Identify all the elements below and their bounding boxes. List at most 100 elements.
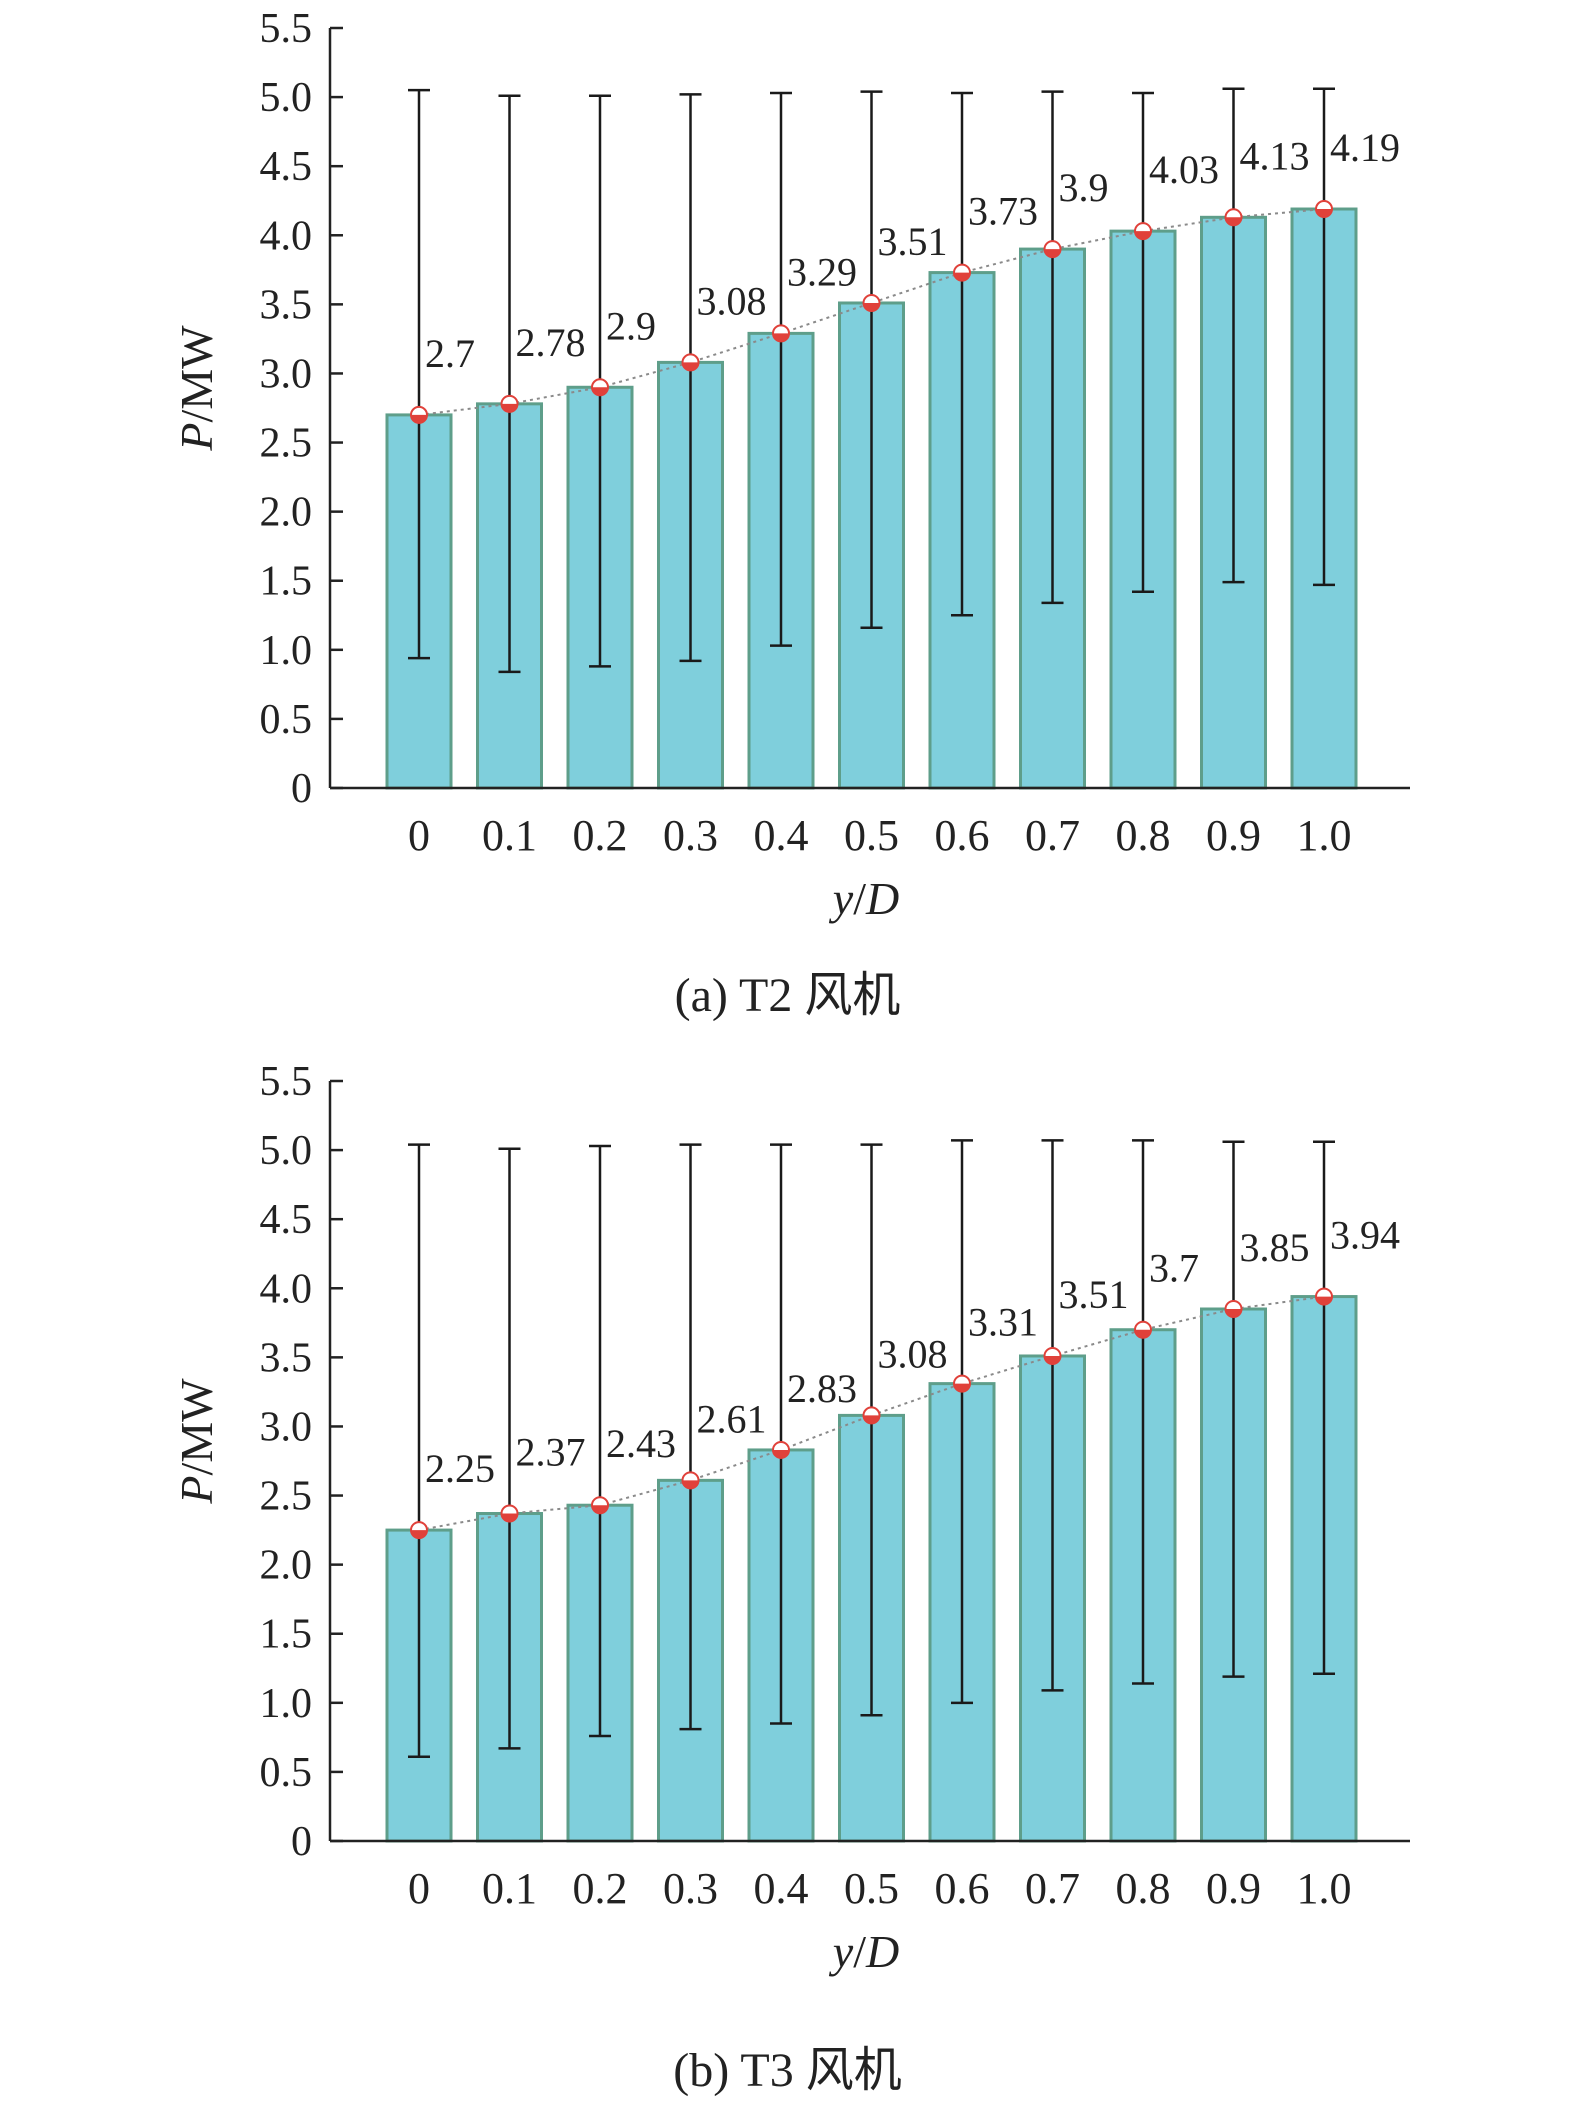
data-label: 3.29 <box>787 249 857 294</box>
y-tick-label: 2.0 <box>260 1543 313 1589</box>
x-axis-label-unit: D <box>865 1926 899 1977</box>
data-marker-fill <box>1135 231 1151 240</box>
y-axis-label-var: P <box>171 1476 222 1505</box>
data-label: 3.08 <box>697 278 767 323</box>
chart-panel-b: 2.25 2.37 2.43 2.61 2.83 3.08 3.31 3.51 3.7 3.85 3… <box>0 1053 1575 2107</box>
y-tick-label: 3.5 <box>260 1335 313 1381</box>
y-tick-label: 4.0 <box>260 1266 313 1312</box>
y-tick-label: 5.0 <box>260 1128 313 1174</box>
data-marker-fill <box>592 387 608 396</box>
y-tick-label: 0.5 <box>260 1750 313 1796</box>
x-tick-label: 0.5 <box>844 1864 899 1913</box>
data-marker-fill <box>592 1505 608 1514</box>
x-axis-label: y/D <box>829 873 899 924</box>
data-label: 3.94 <box>1330 1213 1400 1258</box>
y-tick-label: 1.0 <box>260 1681 313 1727</box>
x-tick-label: 0.3 <box>663 1864 718 1913</box>
data-marker-fill <box>1044 249 1061 258</box>
data-marker-fill <box>954 272 970 281</box>
data-marker-fill <box>1316 1296 1332 1305</box>
x-tick-label: 0.5 <box>844 811 899 860</box>
data-label: 2.37 <box>516 1430 586 1475</box>
data-marker-fill <box>1044 1355 1061 1364</box>
y-tick-label: 4.0 <box>260 213 313 259</box>
y-axis-label-var: P <box>171 423 222 452</box>
x-axis-label-unit: D <box>865 873 899 924</box>
x-tick-label: 0.8 <box>1116 811 1171 860</box>
y-tick-label: 3.5 <box>260 282 313 328</box>
data-label: 3.73 <box>968 189 1038 234</box>
y-tick-label: 1.0 <box>260 628 313 674</box>
data-label: 2.7 <box>425 331 475 376</box>
data-marker-fill <box>682 1480 699 1489</box>
y-tick-label: 5.0 <box>260 75 313 121</box>
data-marker-fill <box>1225 1309 1242 1317</box>
data-label: 2.25 <box>425 1446 495 1491</box>
y-tick-label: 5.5 <box>260 6 313 52</box>
x-axis-label-var: y <box>829 873 854 924</box>
data-label: 3.51 <box>878 219 948 264</box>
x-tick-label: 0.4 <box>754 811 809 860</box>
x-tick-label: 0.9 <box>1206 1864 1261 1913</box>
y-axis-label: P/MW <box>171 1378 222 1505</box>
data-marker-fill <box>1135 1329 1151 1338</box>
x-axis-label-sep: / <box>853 1926 866 1977</box>
y-tick-label: 2.5 <box>260 1474 313 1520</box>
x-tick-label: 0.8 <box>1116 1864 1171 1913</box>
y-tick-label: 2.0 <box>260 490 313 536</box>
data-label: 3.9 <box>1059 165 1109 210</box>
data-label: 3.08 <box>878 1331 948 1376</box>
data-marker-fill <box>863 302 880 311</box>
x-tick-label: 0.6 <box>935 1864 990 1913</box>
data-marker-fill <box>501 1513 518 1522</box>
data-label: 4.03 <box>1149 147 1219 192</box>
data-marker-fill <box>954 1383 970 1392</box>
x-tick-label: 0.9 <box>1206 811 1261 860</box>
x-tick-label: 0.2 <box>573 1864 628 1913</box>
x-axis-label: y/D <box>829 1926 899 1977</box>
x-tick-label: 0.7 <box>1025 811 1080 860</box>
data-marker-fill <box>682 362 699 371</box>
y-tick-label: 5.5 <box>260 1059 313 1105</box>
data-label: 3.51 <box>1059 1272 1129 1317</box>
data-label: 2.61 <box>697 1396 767 1441</box>
data-label: 3.7 <box>1149 1246 1199 1291</box>
y-tick-label: 3.0 <box>260 351 313 397</box>
y-axis-label-unit: /MW <box>171 1378 222 1476</box>
data-marker-fill <box>863 1415 880 1424</box>
y-tick-label: 4.5 <box>260 1197 313 1243</box>
x-tick-label: 1.0 <box>1297 1864 1352 1913</box>
x-tick-label: 0.2 <box>573 811 628 860</box>
x-tick-label: 0.6 <box>935 811 990 860</box>
y-tick-label: 4.5 <box>260 144 313 190</box>
data-label: 3.85 <box>1240 1225 1310 1270</box>
x-tick-label: 0.1 <box>482 811 537 860</box>
data-label: 2.78 <box>516 320 586 365</box>
y-tick-label: 0 <box>291 1819 312 1865</box>
x-tick-label: 1.0 <box>1297 811 1352 860</box>
data-marker-fill <box>1316 209 1332 218</box>
data-marker-fill <box>501 403 518 412</box>
data-label: 2.43 <box>606 1421 676 1466</box>
x-tick-label: 0 <box>408 811 430 860</box>
data-label: 3.31 <box>968 1300 1038 1345</box>
chart-b-caption: (b) T3 风机 <box>673 2044 902 2097</box>
x-tick-label: 0.7 <box>1025 1864 1080 1913</box>
x-tick-label: 0.3 <box>663 811 718 860</box>
y-tick-label: 3.0 <box>260 1404 313 1450</box>
data-label: 4.19 <box>1330 125 1400 170</box>
x-axis-label-sep: / <box>853 873 866 924</box>
chart-a: 2.7 2.78 2.9 3.08 3.29 3.51 3.73 3.9 4.03 4.13 4.1… <box>171 6 1410 924</box>
x-tick-label: 0.1 <box>482 1864 537 1913</box>
trend-line <box>418 208 1325 416</box>
data-marker-fill <box>1225 217 1242 226</box>
y-tick-label: 0.5 <box>260 697 313 743</box>
data-marker-fill <box>411 1530 427 1539</box>
chart-panel-a: 2.7 2.78 2.9 3.08 3.29 3.51 3.73 3.9 4.03 4.13 4.1… <box>0 0 1575 1053</box>
chart-b: 2.25 2.37 2.43 2.61 2.83 3.08 3.31 3.51 3.7 3.85 3… <box>171 1059 1410 1977</box>
y-tick-label: 0 <box>291 766 312 812</box>
data-marker-fill <box>411 414 427 423</box>
chart-a-caption: (a) T2 风机 <box>674 969 901 1022</box>
y-tick-label: 1.5 <box>260 559 313 605</box>
x-tick-label: 0.4 <box>754 1864 809 1913</box>
